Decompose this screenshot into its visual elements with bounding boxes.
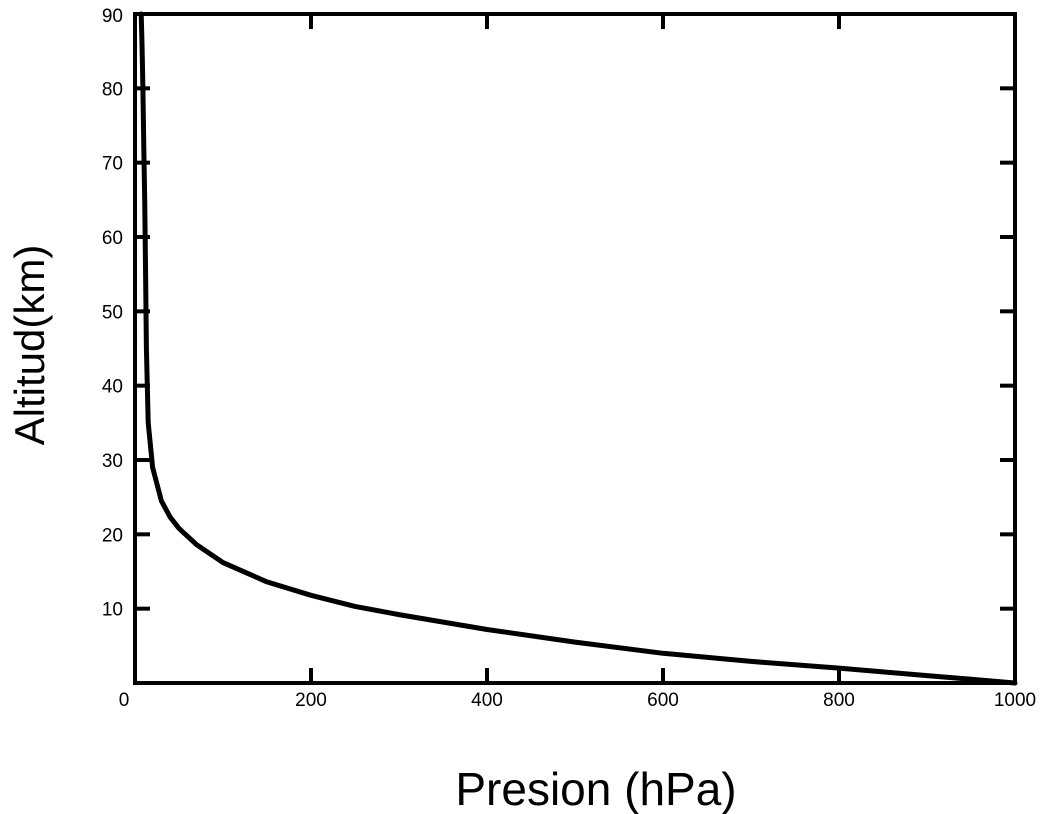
y-axis-label: Altitud(km) [6,245,53,446]
x-tick-label: 0 [119,690,130,711]
x-tick-labels: 0 200 400 600 800 1000 [119,690,1036,711]
pressure-altitude-line [138,11,1018,686]
plot-frame [133,12,1017,685]
x-tick-label: 400 [471,690,503,711]
x-tick-label: 800 [823,690,855,711]
y-tick-label: 40 [102,377,123,398]
y-tick-label: 10 [102,600,123,621]
x-axis-label: Presion (hPa) [455,763,736,814]
y-tick-label: 60 [102,228,123,249]
y-tick-label: 50 [102,302,123,323]
y-tick-label: 20 [102,525,123,546]
y-tick-label: 30 [102,451,123,472]
x-tick-label: 1000 [994,690,1036,711]
y-tick-label: 80 [102,79,123,100]
y-tick-labels: 10 20 30 40 50 60 70 80 90 [102,6,123,621]
x-tick-label: 600 [647,690,679,711]
y-tick-label: 90 [102,6,123,27]
x-tick-label: 200 [295,690,327,711]
y-tick-label: 70 [102,154,123,175]
tick-marks [135,14,1015,683]
